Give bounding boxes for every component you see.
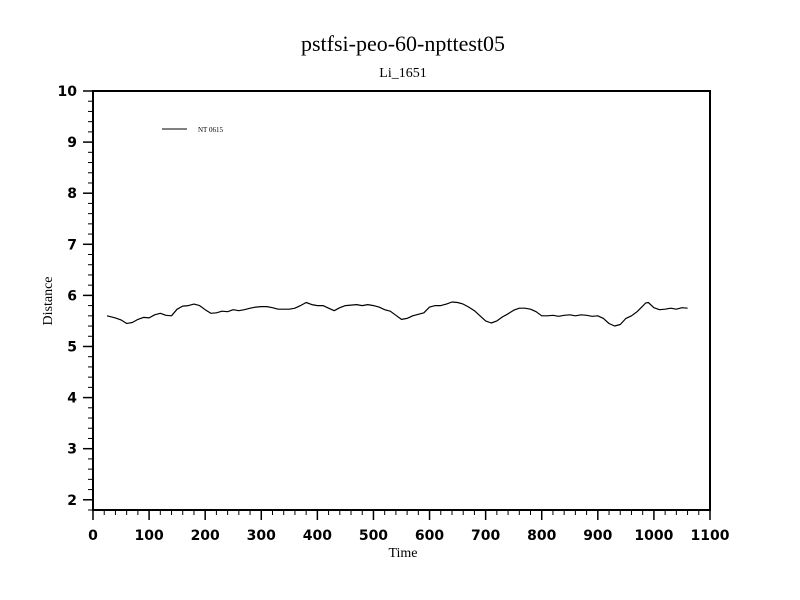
x-tick-label: 900 [583, 528, 612, 544]
x-tick-label: 1000 [634, 528, 673, 544]
series-layer [106, 301, 688, 327]
y-tick-label: 6 [67, 288, 77, 304]
x-tick-label: 100 [134, 528, 163, 544]
y-axis-ticks [83, 90, 93, 511]
y-tick-label: 5 [67, 339, 77, 355]
x-axis-tick-labels: 0 100 200 300 400 500 600 700 800 900 1000 1100 [88, 528, 730, 544]
y-tick-label: 10 [58, 84, 78, 100]
y-tick-label: 3 [67, 442, 77, 458]
x-axis-label: Time [388, 546, 417, 561]
x-tick-label: 700 [471, 528, 500, 544]
y-tick-label: 2 [67, 493, 77, 509]
series-line-0 [106, 301, 688, 327]
chart-title: pstfsi-peo-60-npttest05 [301, 31, 505, 56]
x-tick-label: 200 [191, 528, 220, 544]
y-tick-label: 8 [67, 186, 77, 202]
x-tick-label: 500 [359, 528, 388, 544]
y-tick-label: 4 [67, 391, 77, 407]
y-tick-label: 9 [67, 135, 77, 151]
y-axis-label: Distance [41, 277, 56, 326]
x-tick-label: 0 [88, 528, 98, 544]
plot-area [92, 90, 711, 511]
legend-label: NT 0615 [198, 126, 223, 134]
y-axis-tick-labels: 2 3 4 5 6 7 8 9 10 [58, 84, 78, 509]
legend: NT 0615 [162, 126, 223, 134]
chart-subtitle: Li_1651 [379, 66, 426, 81]
x-axis-ticks [92, 510, 711, 520]
x-tick-label: 300 [247, 528, 276, 544]
x-tick-label: 1100 [691, 528, 730, 544]
x-tick-label: 600 [415, 528, 444, 544]
y-tick-label: 7 [67, 237, 77, 253]
x-tick-label: 800 [527, 528, 556, 544]
x-tick-label: 400 [303, 528, 332, 544]
